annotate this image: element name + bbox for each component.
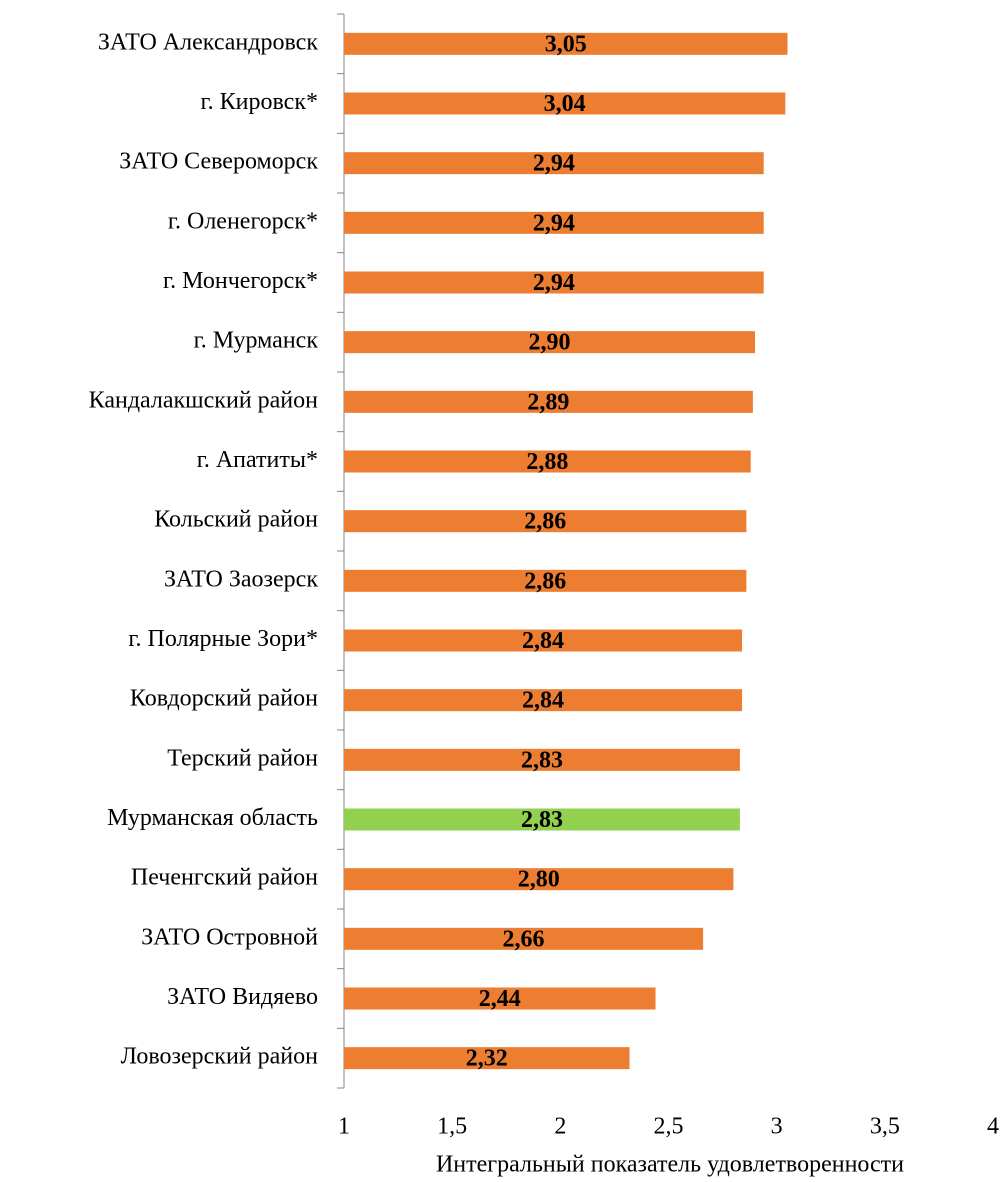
y-tick-label: г. Полярные Зори*: [128, 626, 318, 652]
y-tick-label: ЗАТО Видяево: [167, 984, 318, 1010]
x-tick-label: 2,5: [654, 1114, 684, 1140]
x-tick-label: 2: [554, 1114, 566, 1140]
y-tick-label: ЗАТО Александровск: [98, 29, 318, 55]
y-tick-label: Кандалакшский район: [89, 387, 319, 413]
bar: [344, 748, 740, 771]
y-tick-label: г. Мончегорск*: [163, 268, 318, 294]
value-label: 2,32: [466, 1046, 508, 1072]
bar: [344, 689, 743, 712]
y-tick-label: ЗАТО Североморск: [119, 149, 318, 175]
value-label: 2,94: [533, 210, 575, 236]
value-label: 2,94: [533, 270, 575, 296]
bar: [344, 987, 656, 1010]
value-label: 2,94: [533, 151, 575, 177]
bar: [344, 1047, 630, 1070]
y-tick-label: г. Кировск*: [201, 89, 319, 115]
bar: [344, 152, 764, 175]
y-tick-label: Ловозерский район: [121, 1044, 318, 1070]
value-label: 2,84: [522, 688, 564, 714]
bar: [344, 629, 743, 652]
bar: [344, 92, 786, 115]
x-axis-title: Интегральный показатель удовлетворенност…: [436, 1152, 904, 1178]
y-tick-label: Терский район: [167, 745, 318, 771]
value-label: 3,04: [544, 91, 586, 117]
value-label: 2,90: [529, 330, 571, 356]
y-tick-label: Ковдорский район: [130, 686, 318, 712]
y-tick-label: Кольский район: [154, 507, 318, 533]
x-tick-label: 3: [771, 1114, 783, 1140]
value-label: 2,44: [479, 986, 521, 1012]
y-tick-label: ЗАТО Заозерск: [164, 566, 318, 592]
value-label: 2,83: [521, 807, 563, 833]
y-tick-label: г. Апатиты*: [197, 447, 318, 473]
bar: [344, 331, 756, 354]
bar: [344, 868, 734, 891]
value-label: 3,05: [545, 31, 587, 57]
bar: [344, 271, 764, 294]
y-tick-label: г. Мурманск: [194, 328, 319, 354]
bar: [344, 808, 740, 831]
y-tick-label: ЗАТО Островной: [141, 924, 318, 950]
value-label: 2,83: [521, 747, 563, 773]
x-tick-label: 1: [338, 1114, 350, 1140]
value-label: 2,66: [503, 926, 545, 952]
x-tick-label: 4: [987, 1114, 999, 1140]
y-tick-label: Печенгский район: [131, 865, 318, 891]
value-label: 2,80: [518, 867, 560, 893]
bar: [344, 927, 704, 950]
value-label: 2,88: [526, 449, 568, 475]
value-label: 2,86: [524, 509, 566, 535]
value-label: 2,86: [524, 568, 566, 594]
y-tick-label: Мурманская область: [107, 805, 318, 831]
bar: [344, 390, 753, 413]
bar: [344, 211, 764, 234]
x-tick-label: 1,5: [437, 1114, 467, 1140]
value-label: 2,89: [527, 389, 569, 415]
bar: [344, 32, 788, 55]
y-tick-label: г. Оленегорск*: [168, 208, 318, 234]
x-tick-label: 3,5: [870, 1114, 900, 1140]
bar: [344, 450, 751, 473]
bar: [344, 569, 747, 592]
value-label: 2,84: [522, 628, 564, 654]
bar: [344, 510, 747, 533]
